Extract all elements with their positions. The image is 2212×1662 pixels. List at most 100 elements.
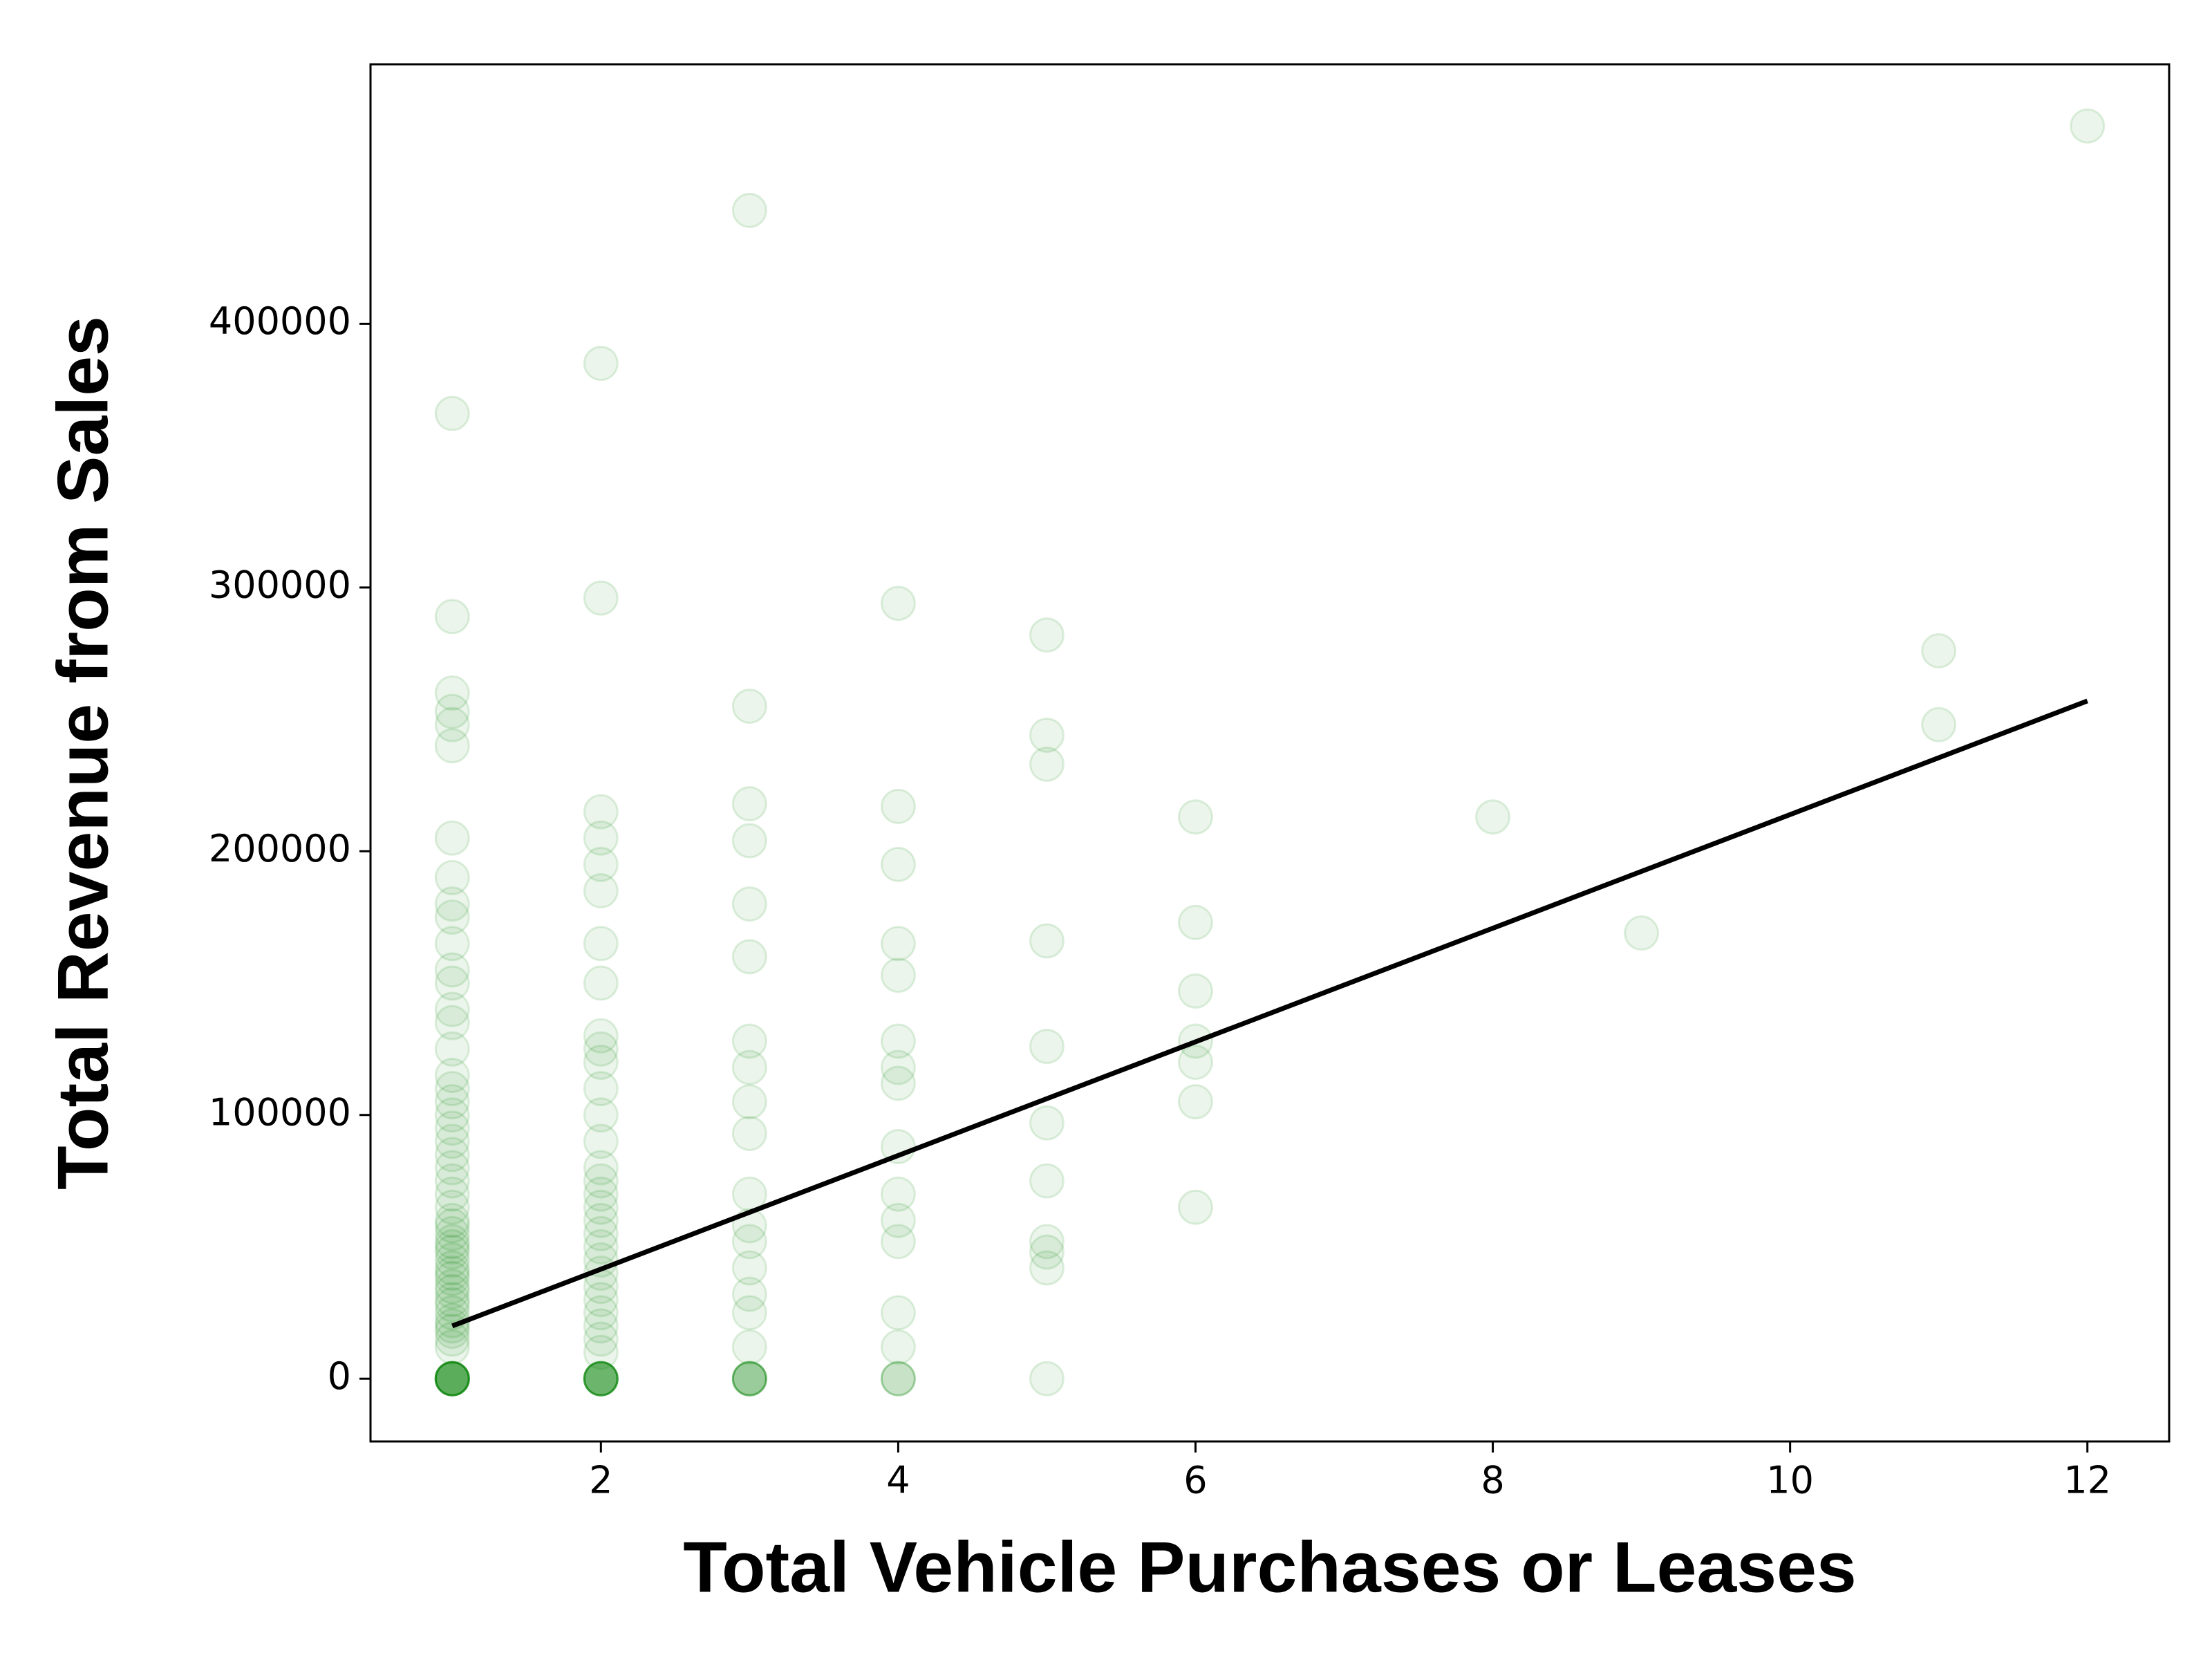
point [583,1334,619,1370]
point [434,1031,470,1067]
point [583,1163,619,1199]
y-tick-label: 300000 [209,563,351,606]
point [731,1295,767,1331]
point [880,926,916,962]
point [880,1049,916,1085]
point [434,1273,470,1309]
point [1177,1189,1213,1225]
trend-line [451,698,2088,1329]
point [583,1361,619,1397]
y-tick-label: 200000 [209,827,351,870]
point [434,1097,470,1133]
point [434,1361,470,1397]
point [583,846,619,882]
point [583,1361,619,1397]
point [434,1361,470,1397]
point [731,1361,767,1397]
point [731,1361,767,1397]
point [731,1224,767,1260]
point [434,952,470,988]
point [583,820,619,856]
point [434,1242,470,1278]
point [583,1215,619,1251]
point [880,1329,916,1365]
x-tick-label: 2 [589,1459,612,1502]
point [434,1229,470,1264]
point [880,1202,916,1238]
point [880,1361,916,1397]
point [1177,799,1213,835]
point [434,599,470,635]
x-axis-label: Total Vehicle Purchases or Leases [683,1527,1857,1607]
point [434,1260,470,1296]
point [583,1071,619,1107]
point [434,1361,470,1397]
point [880,958,916,993]
point [1029,1105,1065,1141]
point [434,1361,470,1397]
point [880,1176,916,1212]
point [880,1065,916,1101]
x-tick-label: 4 [886,1459,910,1502]
point [731,192,767,228]
point [434,1005,470,1040]
point [731,823,767,859]
point [583,346,619,382]
point [583,1176,619,1212]
point [731,1276,767,1312]
point [583,1361,619,1397]
point [583,1361,619,1397]
point [434,1255,470,1291]
point [434,899,470,935]
point [1029,717,1065,753]
plot-frame [369,63,2171,1443]
point [1177,1084,1213,1120]
point [434,1234,470,1270]
point [731,886,767,922]
point [2070,108,2106,144]
point [583,1295,619,1331]
point [583,1282,619,1318]
point [731,1329,767,1365]
point [880,586,916,622]
y-tick-label: 400000 [209,299,351,343]
point [434,1250,470,1286]
point [731,1361,767,1397]
point [731,688,767,724]
point [1029,923,1065,959]
point [1029,1224,1065,1260]
point [434,991,470,1027]
point [434,965,470,1001]
point [583,1123,619,1159]
point [1177,973,1213,1009]
point [583,1361,619,1397]
point [583,794,619,830]
point [1029,617,1065,653]
point [583,965,619,1001]
point [434,1361,470,1397]
point [1029,1029,1065,1065]
point [434,1058,470,1094]
point [434,707,470,743]
y-axis-label: Total Revenue from Sales [43,316,123,1190]
point [434,1150,470,1186]
point [434,1329,470,1365]
point [434,1287,470,1323]
point [1475,799,1511,835]
point [731,939,767,975]
point [434,1202,470,1238]
point [880,1295,916,1331]
point [880,1224,916,1260]
point [434,675,470,711]
point [1177,904,1213,940]
point [434,1163,470,1199]
point [434,1176,470,1212]
point [583,1097,619,1133]
point [434,395,470,431]
x-tick-label: 8 [1481,1459,1504,1502]
point [434,886,470,922]
point [583,1361,619,1397]
point [434,1361,470,1397]
point [583,1018,619,1054]
